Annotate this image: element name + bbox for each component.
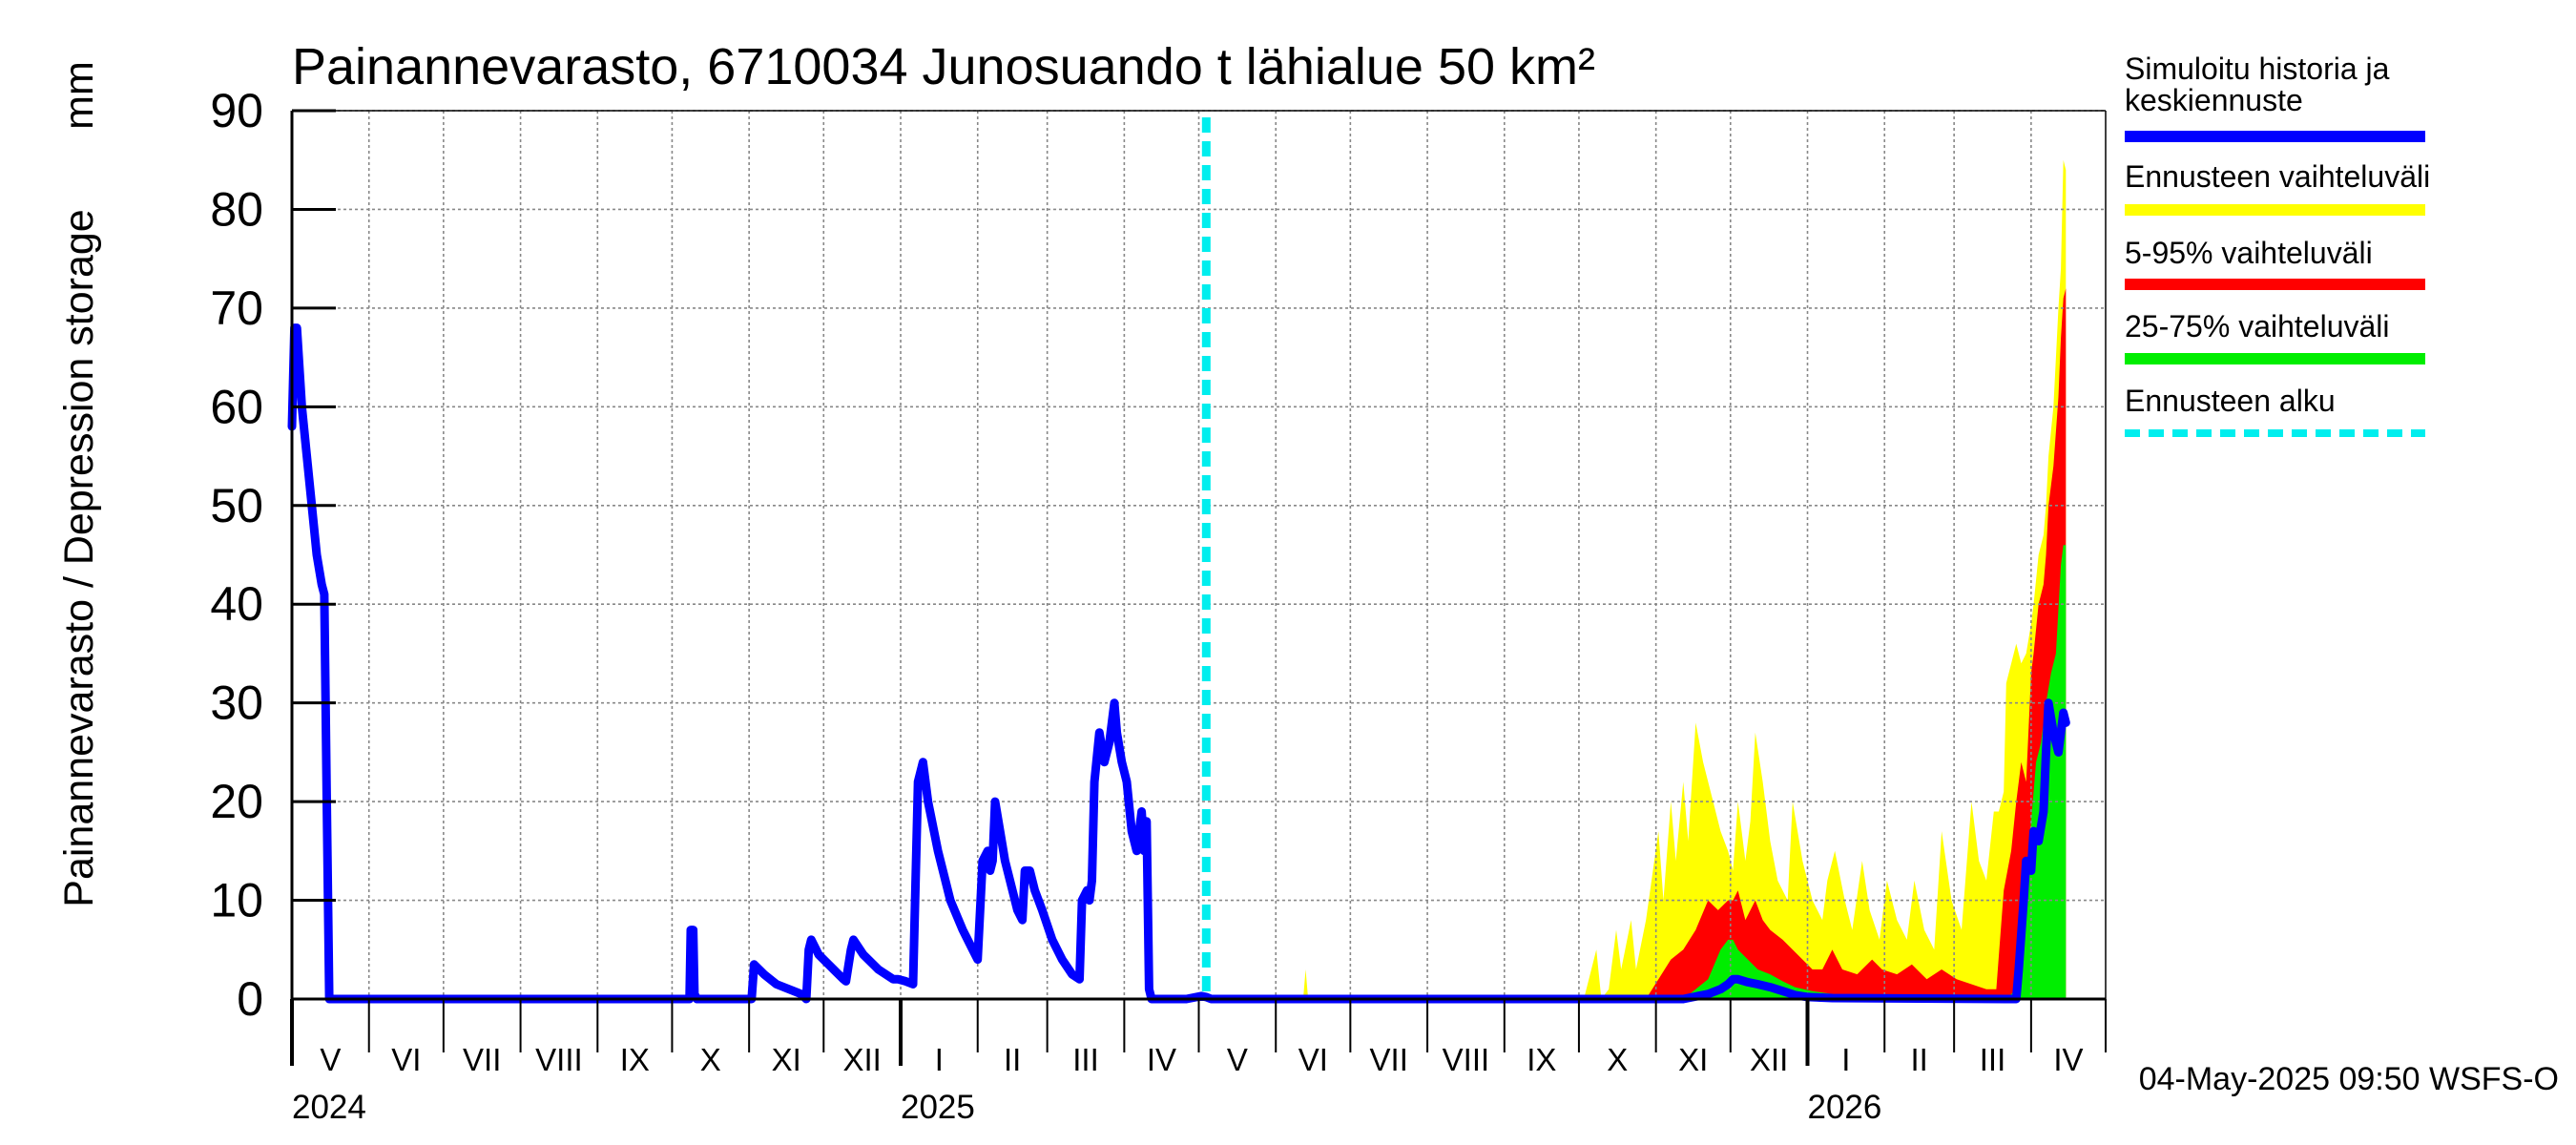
month-label-12: V — [1227, 1042, 1248, 1077]
y-axis-unit: mm — [56, 61, 102, 130]
y-tick-label-10: 10 — [210, 874, 263, 927]
chart-title: Painannevarasto, 6710034 Junosuando t lä… — [292, 38, 1595, 95]
month-label-6: XI — [772, 1042, 801, 1077]
y-axis-label: Painannevarasto / Depression storage — [56, 209, 102, 906]
month-label-15: VIII — [1443, 1042, 1490, 1077]
month-label-10: III — [1072, 1042, 1099, 1077]
y-tick-label-80: 80 — [210, 182, 263, 236]
legend-label-4: Ennusteen alku — [2125, 384, 2336, 418]
month-label-14: VII — [1370, 1042, 1408, 1077]
y-axis-ticks: 0 10 20 30 40 50 60 70 80 90 — [210, 84, 336, 1026]
legend-label-3: 25-75% vaihteluväli — [2125, 309, 2390, 344]
month-label-22: III — [1980, 1042, 2006, 1077]
y-tick-label-40: 40 — [210, 577, 263, 631]
month-label-1: VI — [391, 1042, 421, 1077]
month-label-17: X — [1607, 1042, 1628, 1077]
month-label-4: IX — [620, 1042, 650, 1077]
y-tick-label-60: 60 — [210, 380, 263, 433]
month-label-3: VIII — [535, 1042, 583, 1077]
y-tick-label-20: 20 — [210, 775, 263, 828]
month-label-13: VI — [1298, 1042, 1328, 1077]
month-label-8: I — [935, 1042, 944, 1077]
month-label-11: IV — [1147, 1042, 1176, 1077]
month-label-0: V — [320, 1042, 341, 1077]
y-tick-label-30: 30 — [210, 677, 263, 730]
month-label-23: IV — [2053, 1042, 2083, 1077]
legend-label-1: Ennusteen vaihteluväli — [2125, 159, 2430, 194]
legend-label-0-0: Simuloitu historia ja — [2125, 52, 2390, 86]
band-ennusteen-vaihteluv-li — [1206, 159, 2067, 999]
year-label-2025: 2025 — [901, 1089, 975, 1126]
y-tick-label-70: 70 — [210, 281, 263, 335]
y-tick-label-50: 50 — [210, 479, 263, 532]
month-label-21: II — [1911, 1042, 1928, 1077]
month-label-19: XII — [1750, 1042, 1788, 1077]
month-label-16: IX — [1527, 1042, 1556, 1077]
x-axis-ticks: V VI VII VIII IX X XI XII I II III IV V VI VII VIII IX X X… — [290, 999, 2107, 1126]
month-label-9: II — [1004, 1042, 1021, 1077]
legend-label-2: 5-95% vaihteluväli — [2125, 236, 2373, 270]
month-label-7: XII — [842, 1042, 881, 1077]
month-label-2: VII — [463, 1042, 501, 1077]
timestamp-footer: 04-May-2025 09:50 WSFS-O — [2139, 1061, 2559, 1097]
series-line-simulated — [287, 323, 2070, 1004]
simulated-history-series — [287, 323, 2070, 1004]
month-label-18: XI — [1678, 1042, 1708, 1077]
year-label-2024: 2024 — [292, 1089, 366, 1126]
y-tick-label-0: 0 — [237, 972, 263, 1026]
forecast-bands — [1206, 159, 2067, 999]
y-tick-label-90: 90 — [210, 84, 263, 137]
month-label-20: I — [1841, 1042, 1850, 1077]
month-label-5: X — [700, 1042, 721, 1077]
band-5-95-vaihteluv-li — [1206, 288, 2067, 999]
year-label-2026: 2026 — [1808, 1089, 1882, 1126]
legend-label-0-1: keskiennuste — [2125, 83, 2303, 117]
